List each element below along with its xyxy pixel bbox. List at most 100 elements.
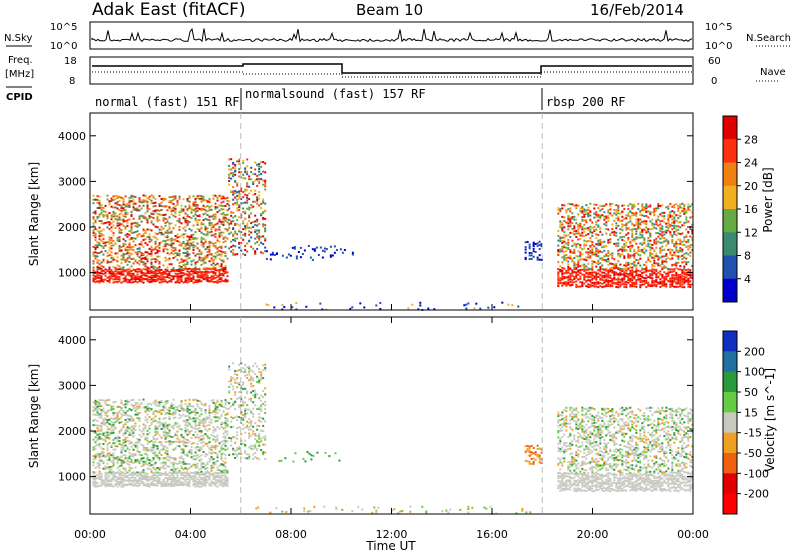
velocity-echo (120, 459, 123, 462)
power-echo (649, 213, 652, 216)
power-echo (613, 263, 616, 266)
velocity-echo (102, 399, 105, 402)
power-echo (206, 200, 209, 203)
power-echo (679, 255, 682, 258)
velocity-echo (200, 421, 203, 424)
velocity-echo (216, 434, 219, 437)
power-echo (230, 245, 233, 248)
power-echo (194, 269, 197, 272)
power-echo (629, 242, 632, 245)
power-echo (657, 205, 660, 208)
power-echo (567, 271, 570, 274)
power-echo (683, 265, 686, 268)
power-echo (186, 277, 189, 280)
power-echo (114, 252, 117, 255)
velocity-echo (114, 426, 117, 429)
power-echo (661, 227, 664, 230)
power-echo (685, 279, 688, 282)
power-echo (216, 251, 219, 254)
velocity-echo (112, 448, 115, 451)
power-echo (675, 242, 678, 245)
power-echo (579, 234, 582, 237)
velocity-echo (190, 448, 193, 451)
velocity-echo (162, 478, 165, 481)
velocity-echo (214, 413, 217, 416)
power-echo (194, 245, 197, 248)
power-echo (589, 228, 592, 231)
power-echo (116, 201, 119, 204)
power-echo (192, 275, 195, 278)
power-echo (641, 207, 644, 210)
power-echo (607, 217, 610, 220)
power-echo (156, 217, 159, 220)
power-echo (659, 223, 662, 226)
power-echo (134, 280, 137, 283)
velocity-echo (202, 479, 205, 482)
power-echo (224, 219, 227, 222)
power-echo (174, 247, 177, 250)
power-echo (615, 222, 618, 225)
power-echo (132, 201, 135, 204)
power-echo (114, 212, 117, 215)
velocity-echo (150, 478, 153, 481)
power-echo (679, 221, 682, 224)
power-echo (104, 222, 107, 225)
power-echo (637, 253, 640, 256)
power-echo (569, 277, 572, 280)
velocity-echo (178, 424, 181, 427)
power-echo (583, 282, 586, 285)
power-echo (675, 278, 678, 281)
power-echo (108, 268, 111, 271)
power-echo (631, 233, 634, 236)
velocity-echo (200, 429, 203, 432)
power-echo (611, 254, 614, 257)
velocity-echo (116, 415, 119, 418)
power-echo (146, 277, 149, 280)
power-echo (242, 196, 245, 199)
power-echo (615, 234, 618, 237)
velocity-echo (202, 484, 205, 487)
velocity-echo (188, 449, 191, 452)
power-echo (635, 252, 638, 255)
power-echo (100, 239, 103, 242)
power-echo (142, 273, 145, 276)
power-echo (104, 244, 107, 247)
power-echo (126, 233, 129, 236)
velocity-echo (116, 467, 119, 470)
power-echo (663, 240, 666, 243)
power-echo (687, 248, 690, 251)
velocity-echo (130, 461, 133, 464)
velocity-echo (138, 479, 141, 482)
power-echo (236, 182, 239, 185)
velocity-echo (146, 446, 149, 449)
power-echo (673, 220, 676, 223)
power-echo (605, 285, 608, 288)
velocity-echo (136, 438, 139, 441)
power-echo (204, 257, 207, 260)
velocity-echo (216, 419, 219, 422)
power-echo (625, 241, 628, 244)
power-echo (98, 243, 101, 246)
power-echo (178, 276, 181, 279)
velocity-echo (146, 403, 149, 406)
power-echo (631, 230, 634, 233)
power-echo (236, 237, 239, 240)
velocity-echo (130, 471, 133, 474)
power-echo (631, 239, 634, 242)
velocity-echo (128, 469, 131, 472)
power-echo (178, 211, 181, 214)
power-echo (675, 267, 678, 270)
power-echo (202, 223, 205, 226)
power-echo (621, 280, 624, 283)
velocity-echo (156, 471, 159, 474)
power-echo (92, 202, 95, 205)
power-echo (208, 231, 211, 234)
power-echo (166, 252, 169, 255)
power-echo (182, 233, 185, 236)
velocity-echo (98, 470, 101, 473)
power-echo (619, 274, 622, 277)
power-echo (625, 261, 628, 264)
power-echo (200, 226, 203, 229)
power-echo (120, 228, 123, 231)
power-echo (619, 220, 622, 223)
